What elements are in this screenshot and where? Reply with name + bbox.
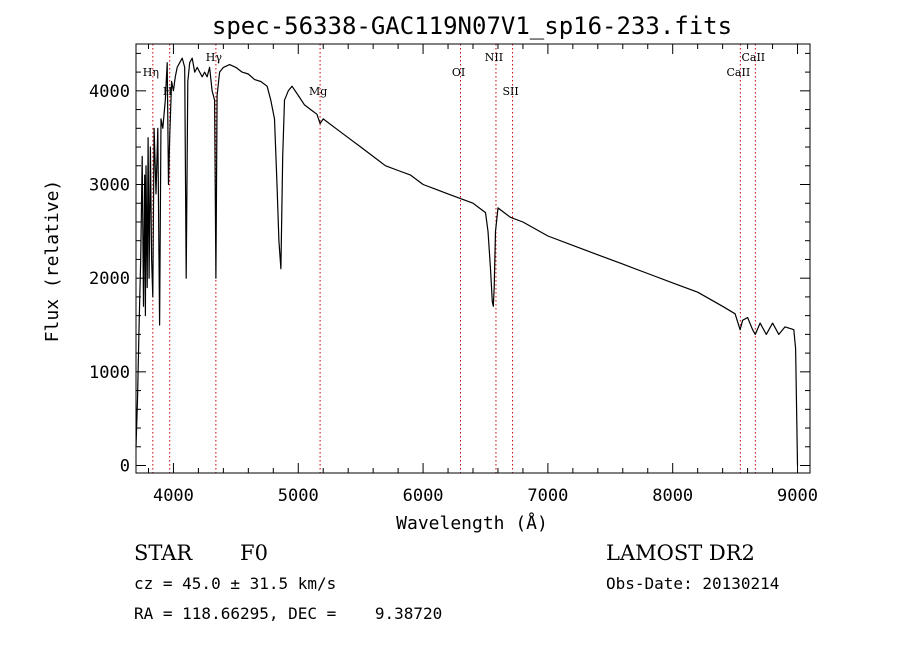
line-marker-label: SII <box>502 85 518 98</box>
x-tick-label: 8000 <box>652 486 693 506</box>
x-tick-label: 5000 <box>278 486 319 506</box>
y-tick-label: 2000 <box>89 269 130 289</box>
x-tick-label: 4000 <box>153 486 194 506</box>
y-tick-label: 3000 <box>89 176 130 196</box>
line-marker-label: CaII <box>727 66 751 79</box>
y-tick-label: 4000 <box>89 82 130 102</box>
line-marker-label: Mg <box>309 85 327 98</box>
y-tick-label: 1000 <box>89 363 130 383</box>
y-axis-label: Flux (relative) <box>42 180 63 343</box>
object-subclass: F0 <box>240 541 268 565</box>
y-tick-label: 0 <box>120 457 130 477</box>
object-class: STAR <box>134 541 193 565</box>
x-tick-label: 6000 <box>403 486 444 506</box>
x-tick-label: 7000 <box>527 486 568 506</box>
redshift-text: cz = 45.0 ± 31.5 km/s <box>134 574 336 593</box>
line-marker-label: NII <box>485 51 503 64</box>
chart-title: spec-56338-GAC119N07V1_sp16-233.fits <box>212 12 732 40</box>
line-marker-label: Hγ <box>206 51 223 64</box>
line-marker-label: OI <box>452 66 465 79</box>
x-tick-label: 9000 <box>777 486 818 506</box>
line-marker-label: Hη <box>143 66 159 79</box>
line-marker-label: CaII <box>741 51 765 64</box>
x-axis-label: Wavelength (Å) <box>396 512 548 534</box>
survey-name: LAMOST DR2 <box>606 541 755 565</box>
obs-date-text: Obs-Date: 20130214 <box>606 574 779 593</box>
spectrum-line <box>135 57 799 466</box>
coordinates-text: RA = 118.66295, DEC = 9.38720 <box>134 604 442 623</box>
